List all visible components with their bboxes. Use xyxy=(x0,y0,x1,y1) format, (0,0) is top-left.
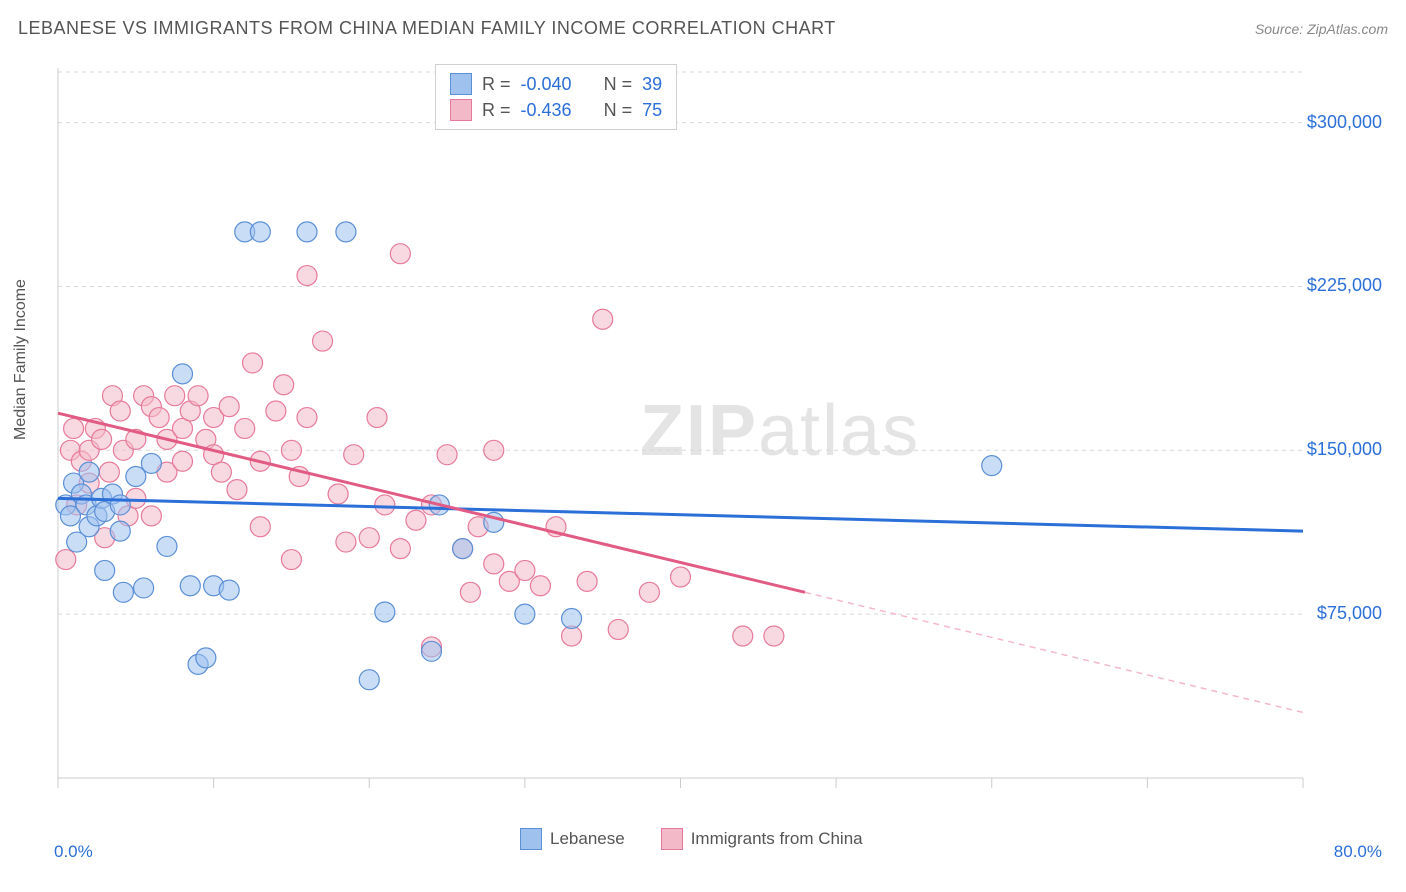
n-label: N = xyxy=(604,100,633,121)
y-tick-label: $300,000 xyxy=(1307,112,1382,133)
r-value-pink: -0.436 xyxy=(521,100,572,121)
swatch-pink-icon xyxy=(661,828,683,850)
swatch-blue xyxy=(450,73,472,95)
legend-row-pink: R = -0.436 N = 75 xyxy=(450,97,662,123)
scatter-chart xyxy=(48,60,1388,840)
chart-title: LEBANESE VS IMMIGRANTS FROM CHINA MEDIAN… xyxy=(18,18,836,39)
legend-label-blue: Lebanese xyxy=(550,829,625,849)
x-tick-label: 80.0% xyxy=(1334,842,1382,862)
n-value-pink: 75 xyxy=(642,100,662,121)
legend-item-pink: Immigrants from China xyxy=(661,828,863,850)
correlation-legend: R = -0.040 N = 39 R = -0.436 N = 75 xyxy=(435,64,677,130)
y-tick-label: $150,000 xyxy=(1307,439,1382,460)
y-axis-label: Median Family Income xyxy=(12,279,30,440)
source-label: Source: ZipAtlas.com xyxy=(1255,21,1388,37)
r-label: R = xyxy=(482,74,511,95)
n-value-blue: 39 xyxy=(642,74,662,95)
legend-item-blue: Lebanese xyxy=(520,828,625,850)
series-legend: Lebanese Immigrants from China xyxy=(520,828,863,850)
swatch-pink xyxy=(450,99,472,121)
legend-label-pink: Immigrants from China xyxy=(691,829,863,849)
y-tick-label: $225,000 xyxy=(1307,275,1382,296)
swatch-blue-icon xyxy=(520,828,542,850)
r-label: R = xyxy=(482,100,511,121)
y-tick-label: $75,000 xyxy=(1317,603,1382,624)
legend-row-blue: R = -0.040 N = 39 xyxy=(450,71,662,97)
n-label: N = xyxy=(604,74,633,95)
r-value-blue: -0.040 xyxy=(521,74,572,95)
x-tick-label: 0.0% xyxy=(54,842,93,862)
